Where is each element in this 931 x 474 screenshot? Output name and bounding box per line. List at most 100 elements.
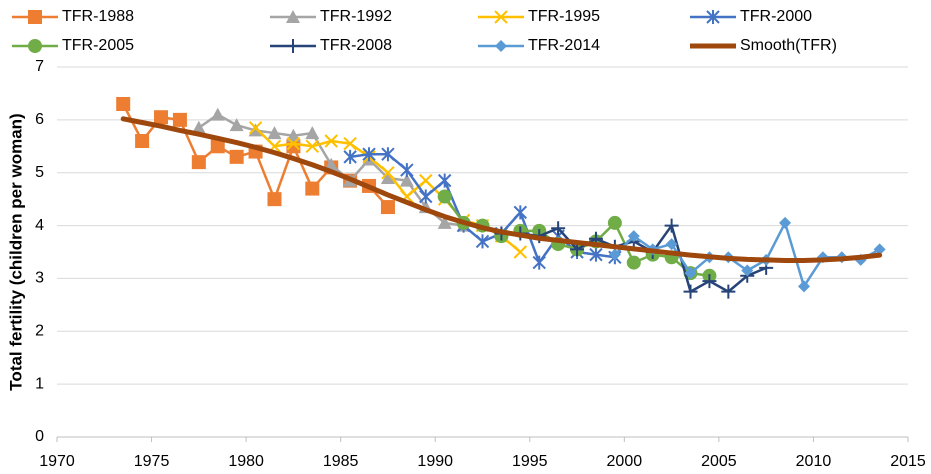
- y-tick-label: 6: [35, 111, 44, 128]
- series: [120, 116, 883, 263]
- legend-label: TFR-2005: [62, 37, 134, 54]
- marker: [721, 284, 736, 299]
- marker: [551, 221, 566, 236]
- x-tick-label: 1970: [39, 453, 75, 470]
- y-tick-label: 5: [35, 164, 44, 181]
- legend-entry: TFR-2014: [478, 37, 600, 54]
- marker: [608, 248, 621, 261]
- marker: [702, 274, 717, 289]
- marker: [286, 139, 301, 154]
- marker: [437, 173, 452, 188]
- marker: [399, 173, 414, 187]
- marker: [419, 173, 433, 188]
- marker: [532, 255, 546, 270]
- marker: [191, 120, 206, 134]
- marker: [494, 10, 508, 24]
- x-tick-label: 1985: [323, 453, 359, 470]
- marker: [381, 147, 395, 162]
- marker: [513, 245, 528, 259]
- series: [608, 216, 886, 293]
- marker: [248, 123, 263, 137]
- y-tick-label: 4: [35, 217, 44, 234]
- marker: [267, 126, 282, 140]
- legend-entry: Smooth(TFR): [690, 37, 837, 54]
- legend-entry: TFR-1988: [12, 8, 134, 25]
- marker: [362, 147, 376, 162]
- marker: [380, 171, 395, 184]
- marker: [324, 157, 339, 171]
- marker: [627, 230, 640, 243]
- marker: [286, 136, 301, 151]
- marker: [286, 10, 300, 23]
- legend-label: TFR-2000: [740, 8, 812, 25]
- y-tick-label: 0: [35, 428, 44, 445]
- legend-label: TFR-2008: [320, 37, 392, 54]
- legend-entry: TFR-2005: [12, 37, 134, 54]
- marker: [305, 181, 320, 196]
- marker: [665, 238, 678, 251]
- marker: [607, 215, 622, 230]
- marker: [779, 216, 792, 229]
- marker: [380, 200, 395, 215]
- x-tick-label: 2000: [607, 453, 643, 470]
- marker: [684, 267, 697, 280]
- legend-entry: TFR-2008: [270, 37, 392, 54]
- x-tick-label: 2005: [701, 453, 737, 470]
- marker: [286, 128, 301, 142]
- series-line: [120, 116, 883, 263]
- marker: [419, 189, 433, 204]
- legend-label: TFR-1992: [320, 8, 392, 25]
- marker: [172, 112, 187, 127]
- marker: [741, 264, 754, 277]
- marker: [437, 189, 452, 204]
- marker: [28, 10, 42, 24]
- marker: [28, 39, 42, 53]
- legend-entry: TFR-2000: [690, 8, 812, 25]
- marker: [229, 149, 244, 164]
- y-tick-label: 1: [35, 375, 44, 392]
- marker: [626, 255, 641, 270]
- marker: [495, 40, 507, 52]
- marker: [116, 97, 131, 111]
- legend-entry: TFR-1995: [478, 8, 600, 25]
- y-tick-label: 2: [35, 323, 44, 340]
- marker: [229, 118, 244, 132]
- marker: [286, 39, 300, 53]
- y-tick-label: 7: [35, 58, 44, 75]
- x-tick-label: 1975: [134, 453, 170, 470]
- marker: [305, 139, 320, 153]
- x-tick-label: 1980: [228, 453, 264, 470]
- marker: [154, 110, 169, 125]
- marker: [191, 155, 206, 170]
- marker: [210, 107, 225, 121]
- marker: [305, 126, 320, 140]
- x-tick-label: 2010: [796, 453, 832, 470]
- marker: [513, 205, 528, 220]
- marker: [210, 139, 225, 154]
- series: [248, 121, 528, 259]
- marker: [343, 136, 357, 151]
- marker: [797, 280, 810, 293]
- legend-label: TFR-1995: [528, 8, 600, 25]
- marker: [324, 134, 338, 148]
- marker: [400, 163, 414, 178]
- marker: [873, 243, 886, 256]
- marker: [589, 247, 603, 262]
- x-tick-label: 1995: [512, 453, 548, 470]
- marker: [854, 253, 867, 266]
- marker: [248, 121, 263, 135]
- x-tick-label: 2015: [890, 453, 926, 470]
- marker: [437, 215, 452, 229]
- marker: [475, 234, 490, 249]
- marker: [683, 284, 698, 299]
- marker: [267, 192, 282, 207]
- x-tick-label: 1990: [417, 453, 453, 470]
- y-tick-label: 3: [35, 270, 44, 287]
- legend-entry: TFR-1992: [270, 8, 392, 25]
- legend-label: Smooth(TFR): [740, 37, 837, 54]
- marker: [135, 134, 150, 148]
- marker: [381, 166, 395, 180]
- legend-label: TFR-2014: [528, 37, 600, 54]
- marker: [343, 149, 357, 164]
